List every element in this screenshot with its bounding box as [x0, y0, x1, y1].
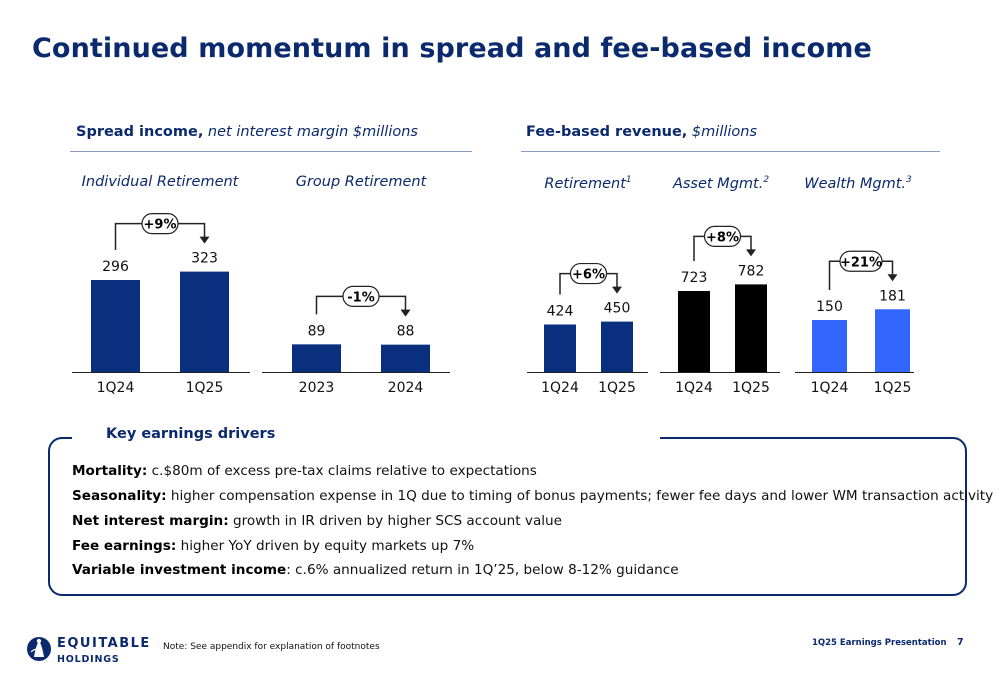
data-label-3-1: 782 [738, 263, 765, 279]
data-label-4-0: 150 [816, 299, 843, 315]
logo-subtext: HOLDINGS [57, 654, 120, 665]
footnote: Note: See appendix for explanation of fo… [163, 642, 380, 652]
driver-mortality-text: c.$80m of excess pre-tax claims relative… [147, 463, 537, 479]
growth-label-3: +8% [706, 230, 739, 245]
chart-title-sup-2: 1 [626, 175, 632, 185]
driver-seasonality-text: higher compensation expense in 1Q due to… [166, 488, 994, 504]
growth-label-1: -1% [347, 290, 374, 305]
tick-label-1-0: 2023 [299, 380, 335, 396]
spread-section-rule [70, 151, 472, 152]
bar-1-0 [292, 344, 341, 372]
growth-arrowhead-4 [887, 274, 898, 282]
driver-vii-label: Variable investment income [72, 562, 287, 578]
driver-fee-earnings: Fee earnings: higher YoY driven by equit… [72, 538, 474, 554]
bar-3-1 [735, 284, 767, 372]
data-label-3-0: 723 [681, 270, 708, 286]
chart-title-1: Group Retirement [296, 174, 428, 190]
tick-label-2-0: 1Q24 [541, 380, 579, 396]
spread-section-header: Spread income, net interest margin $mill… [76, 124, 418, 140]
data-label-2-1: 450 [604, 301, 631, 317]
growth-badge-2 [569, 262, 608, 285]
chart-title-sup-4: 3 [906, 175, 912, 185]
growth-badge-1 [342, 285, 380, 307]
bar-4-1 [875, 309, 910, 372]
chart-title-3: Asset Mgmt.2 [672, 175, 769, 192]
fee-section-label: Fee-based revenue, [526, 124, 688, 140]
tick-label-4-1: 1Q25 [874, 380, 912, 396]
page-number: 7 [957, 637, 964, 648]
data-label-1-0: 89 [308, 323, 326, 339]
growth-badge-4 [839, 250, 883, 272]
spread-section-label: Spread income, [76, 124, 204, 140]
tick-label-0-1: 1Q25 [186, 380, 224, 396]
data-label-0-0: 296 [102, 259, 129, 275]
fee-section-sublabel: $millions [687, 124, 758, 140]
tick-label-1-1: 2024 [388, 380, 424, 396]
bar-2-1 [601, 321, 633, 372]
bar-3-0 [678, 291, 710, 372]
logo-wordmark: EQUITABLE [57, 636, 151, 651]
driver-nim-text: growth in IR driven by higher SCS accoun… [228, 513, 563, 529]
fee-section-header: Fee-based revenue, $millions [526, 124, 757, 140]
growth-label-0: +9% [144, 218, 177, 233]
growth-label-2: +6% [572, 268, 605, 283]
driver-variable-investment: Variable investment income: c.6% annuali… [72, 562, 679, 578]
growth-badge-3 [703, 225, 742, 247]
fee-section-rule [521, 151, 940, 152]
charts-canvas: Individual Retirement 296 1Q24 323 1Q25 +9% Gr… [72, 174, 914, 396]
spread-section-sublabel: net interest margin $millions [203, 124, 418, 140]
drivers-line-gap [300, 437, 660, 440]
drivers-panel [48, 437, 967, 596]
growth-arrowhead-2 [612, 286, 622, 294]
equitable-logo-icon [27, 637, 51, 661]
growth-arrowhead-1 [400, 309, 411, 317]
bar-2-0 [544, 324, 576, 372]
bar-4-0 [812, 320, 847, 372]
presentation-label: 1Q25 Earnings Presentation [812, 638, 947, 648]
growth-label-4: +21% [840, 255, 882, 270]
growth-arrowhead-3 [746, 249, 756, 257]
bar-1-1 [381, 344, 430, 372]
growth-badge-0 [141, 213, 179, 235]
chart-title-sup-3: 2 [763, 175, 769, 185]
tick-label-2-1: 1Q25 [598, 380, 636, 396]
driver-vii-text: : c.6% annualized return in 1Q’25, below… [286, 562, 679, 578]
drivers-heading: Key earnings drivers [72, 426, 310, 442]
driver-seasonality: Seasonality: higher compensation expense… [72, 488, 993, 504]
data-label-1-1: 88 [397, 324, 415, 340]
tick-label-4-0: 1Q24 [811, 380, 849, 396]
data-label-0-1: 323 [191, 251, 218, 267]
bar-0-1 [180, 271, 229, 372]
driver-nim-label: Net interest margin: [72, 513, 229, 529]
driver-seasonality-label: Seasonality: [72, 488, 167, 504]
chart-title-2: Retirement1 [544, 175, 631, 192]
tick-label-0-0: 1Q24 [97, 380, 135, 396]
chart-title-4: Wealth Mgmt.3 [804, 175, 912, 192]
bar-0-0 [91, 280, 140, 372]
page-title: Continued momentum in spread and fee-bas… [32, 33, 872, 64]
data-label-4-1: 181 [879, 288, 906, 304]
driver-mortality: Mortality: c.$80m of excess pre-tax clai… [72, 463, 537, 479]
driver-mortality-label: Mortality: [72, 463, 148, 479]
growth-arrowhead-0 [199, 236, 210, 244]
driver-fee-text: higher YoY driven by equity markets up 7… [176, 538, 475, 554]
tick-label-3-0: 1Q24 [675, 380, 713, 396]
chart-title-0: Individual Retirement [82, 174, 240, 190]
driver-net-interest-margin: Net interest margin: growth in IR driven… [72, 513, 562, 529]
tick-label-3-1: 1Q25 [732, 380, 770, 396]
data-label-2-0: 424 [547, 303, 574, 319]
driver-fee-label: Fee earnings: [72, 538, 177, 554]
